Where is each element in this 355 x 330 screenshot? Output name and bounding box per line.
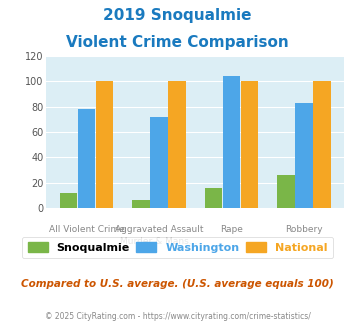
Text: 2019 Snoqualmie: 2019 Snoqualmie	[103, 8, 252, 23]
Bar	[132, 200, 149, 208]
Bar	[60, 193, 77, 208]
Bar	[205, 188, 222, 208]
Bar	[78, 109, 95, 208]
Text: Rape: Rape	[220, 225, 243, 234]
Bar	[295, 103, 313, 208]
Text: Murder & Mans...: Murder & Mans...	[120, 237, 198, 246]
Legend: Snoqualmie, Washington, National: Snoqualmie, Washington, National	[22, 237, 333, 258]
Bar	[96, 82, 113, 208]
Text: Aggravated Assault: Aggravated Assault	[115, 225, 203, 234]
Bar	[223, 76, 240, 208]
Bar	[313, 82, 331, 208]
Bar	[150, 117, 168, 208]
Text: Robbery: Robbery	[285, 225, 323, 234]
Bar	[277, 175, 295, 208]
Text: Compared to U.S. average. (U.S. average equals 100): Compared to U.S. average. (U.S. average …	[21, 279, 334, 289]
Text: © 2025 CityRating.com - https://www.cityrating.com/crime-statistics/: © 2025 CityRating.com - https://www.city…	[45, 312, 310, 321]
Text: Violent Crime Comparison: Violent Crime Comparison	[66, 35, 289, 50]
Text: All Violent Crime: All Violent Crime	[49, 225, 124, 234]
Bar	[168, 82, 186, 208]
Bar	[241, 82, 258, 208]
